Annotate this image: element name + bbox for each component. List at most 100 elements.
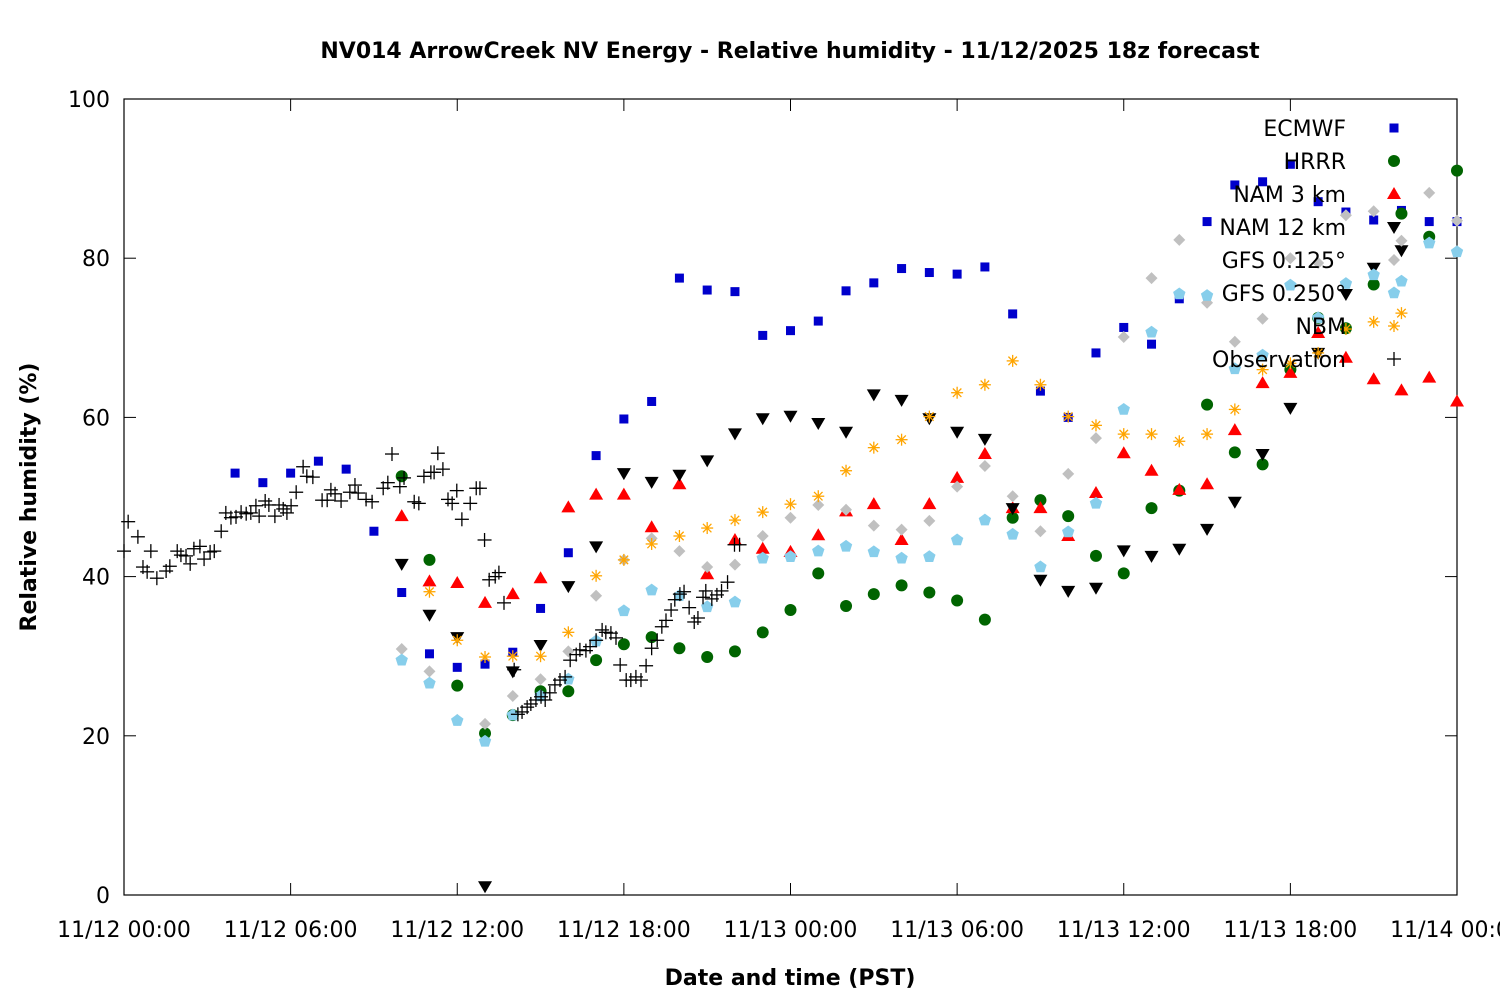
data-point — [1256, 363, 1269, 376]
data-point — [450, 575, 465, 588]
data-point — [840, 464, 853, 477]
observation-point — [143, 544, 158, 559]
data-point — [758, 330, 768, 340]
data-point — [590, 569, 603, 582]
data-point — [561, 500, 576, 513]
data-point — [452, 662, 462, 672]
data-point — [1228, 446, 1241, 459]
data-point — [980, 262, 990, 272]
data-point — [479, 727, 492, 740]
data-point — [923, 550, 936, 562]
observation-point — [289, 485, 304, 500]
data-point — [895, 523, 908, 536]
observation-point — [658, 613, 673, 628]
data-point — [1062, 410, 1075, 423]
observation-point — [183, 556, 198, 571]
data-point — [727, 428, 742, 441]
data-point — [673, 642, 686, 655]
data-point — [756, 530, 769, 543]
x-tick-label: 11/13 12:00 — [1057, 918, 1191, 943]
data-point — [923, 410, 936, 423]
legend-label: GFS 0.250° — [1222, 282, 1346, 307]
data-point — [424, 649, 434, 659]
observation-point — [248, 498, 263, 513]
x-tick-label: 11/12 12:00 — [390, 918, 524, 943]
observation-point — [267, 509, 282, 524]
data-point — [506, 650, 519, 663]
x-tick-label: 11/14 00:00 — [1390, 918, 1500, 943]
data-point — [1256, 458, 1269, 471]
observation-point — [654, 619, 669, 634]
data-point — [258, 478, 268, 488]
data-point — [617, 553, 630, 566]
data-point — [1339, 277, 1353, 289]
data-point — [1202, 217, 1212, 227]
data-point — [811, 417, 826, 430]
data-point — [672, 477, 687, 490]
data-point — [1228, 362, 1242, 375]
data-point — [506, 690, 519, 702]
data-point — [1088, 582, 1103, 595]
data-point — [951, 594, 964, 607]
data-point — [1062, 467, 1075, 480]
data-point — [616, 468, 631, 481]
data-point — [562, 626, 575, 639]
data-point — [867, 545, 880, 558]
data-point — [505, 587, 520, 600]
data-point — [589, 487, 604, 500]
observation-point — [252, 509, 267, 524]
data-point — [341, 464, 351, 474]
data-point — [1228, 403, 1241, 416]
data-point — [644, 476, 659, 489]
data-point — [867, 588, 880, 601]
data-point — [1034, 494, 1047, 507]
data-point — [701, 561, 714, 574]
data-point — [645, 537, 658, 550]
data-point — [1034, 560, 1047, 573]
data-point — [423, 553, 436, 566]
data-point — [728, 514, 741, 527]
data-point — [1422, 370, 1437, 383]
data-point — [533, 640, 548, 653]
data-point — [894, 532, 909, 545]
observation-point — [214, 524, 229, 539]
observation-point — [472, 481, 487, 496]
observation-point — [170, 544, 185, 559]
data-point — [755, 541, 770, 554]
data-point — [1091, 348, 1101, 358]
data-point — [313, 456, 323, 466]
data-point — [505, 666, 520, 679]
data-point — [728, 645, 741, 658]
data-point — [756, 551, 769, 564]
data-point — [1283, 365, 1298, 378]
data-point — [786, 326, 795, 336]
data-point — [978, 613, 991, 626]
observation-point — [279, 505, 294, 520]
observation-point — [334, 493, 349, 508]
data-point — [1147, 339, 1157, 349]
data-point — [1062, 525, 1075, 538]
data-point — [478, 595, 493, 608]
observation-point — [613, 657, 628, 672]
data-point — [1061, 585, 1076, 598]
data-point — [1117, 567, 1130, 580]
observation-point — [698, 583, 713, 598]
observation-point — [496, 595, 511, 610]
observation-point — [440, 492, 455, 507]
data-point — [1311, 326, 1326, 339]
data-point — [479, 650, 492, 663]
x-tick-label: 11/12 00:00 — [57, 918, 191, 943]
data-point — [1313, 197, 1323, 207]
chart-title: NV014 ArrowCreek NV Energy - Relative hu… — [320, 39, 1260, 64]
data-point — [1145, 502, 1158, 515]
observation-point — [682, 600, 697, 615]
data-point — [1034, 378, 1047, 391]
data-point — [894, 394, 909, 407]
observation-point — [595, 622, 610, 637]
observation-point — [449, 483, 464, 498]
data-point — [812, 498, 825, 511]
data-point — [700, 455, 715, 468]
data-point — [395, 470, 408, 483]
observation-point — [578, 643, 593, 658]
data-point — [1034, 525, 1047, 538]
